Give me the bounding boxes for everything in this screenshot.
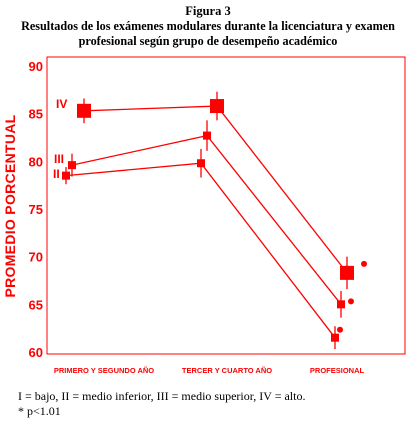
y-tick-label: 80 <box>29 154 43 169</box>
data-point <box>210 99 224 114</box>
y-tick-label: 65 <box>29 297 43 312</box>
significance-dot <box>337 326 343 333</box>
category-label: PRIMERO Y SEGUNDO AÑO <box>54 366 154 375</box>
y-axis-label: PROMEDIO PORCENTUAL <box>2 114 18 297</box>
significance-dot <box>361 260 367 267</box>
data-point <box>340 265 354 280</box>
y-tick-label: 75 <box>29 202 43 217</box>
series-line <box>71 134 342 305</box>
y-tick-label: 85 <box>29 107 43 122</box>
y-tick-label: 60 <box>29 345 43 360</box>
series-label: II <box>53 167 60 181</box>
group-legend-note: I = bajo, II = medio inferior, III = med… <box>18 389 306 403</box>
plot-frame <box>46 56 406 355</box>
series-line <box>83 105 348 274</box>
y-tick-label: 90 <box>29 59 43 74</box>
data-point <box>68 161 76 170</box>
figure-caption: Resultados de los exámenes modulares dur… <box>21 19 395 48</box>
data-point <box>197 159 205 168</box>
y-tick-label: 70 <box>29 250 43 265</box>
series-label: III <box>54 152 64 166</box>
figure-number: Figura 3 <box>185 4 231 18</box>
significance-dot <box>348 298 354 305</box>
data-point <box>331 333 339 342</box>
category-label: TERCER Y CUARTO AÑO <box>182 366 272 375</box>
series-line <box>65 162 336 339</box>
data-point <box>77 103 91 118</box>
data-point <box>62 171 70 180</box>
data-point <box>337 300 345 309</box>
category-label: PROFESIONAL <box>310 366 365 375</box>
data-point <box>203 131 211 140</box>
significance-note: * p<1.01 <box>18 404 61 418</box>
series-label: IV <box>56 97 67 111</box>
